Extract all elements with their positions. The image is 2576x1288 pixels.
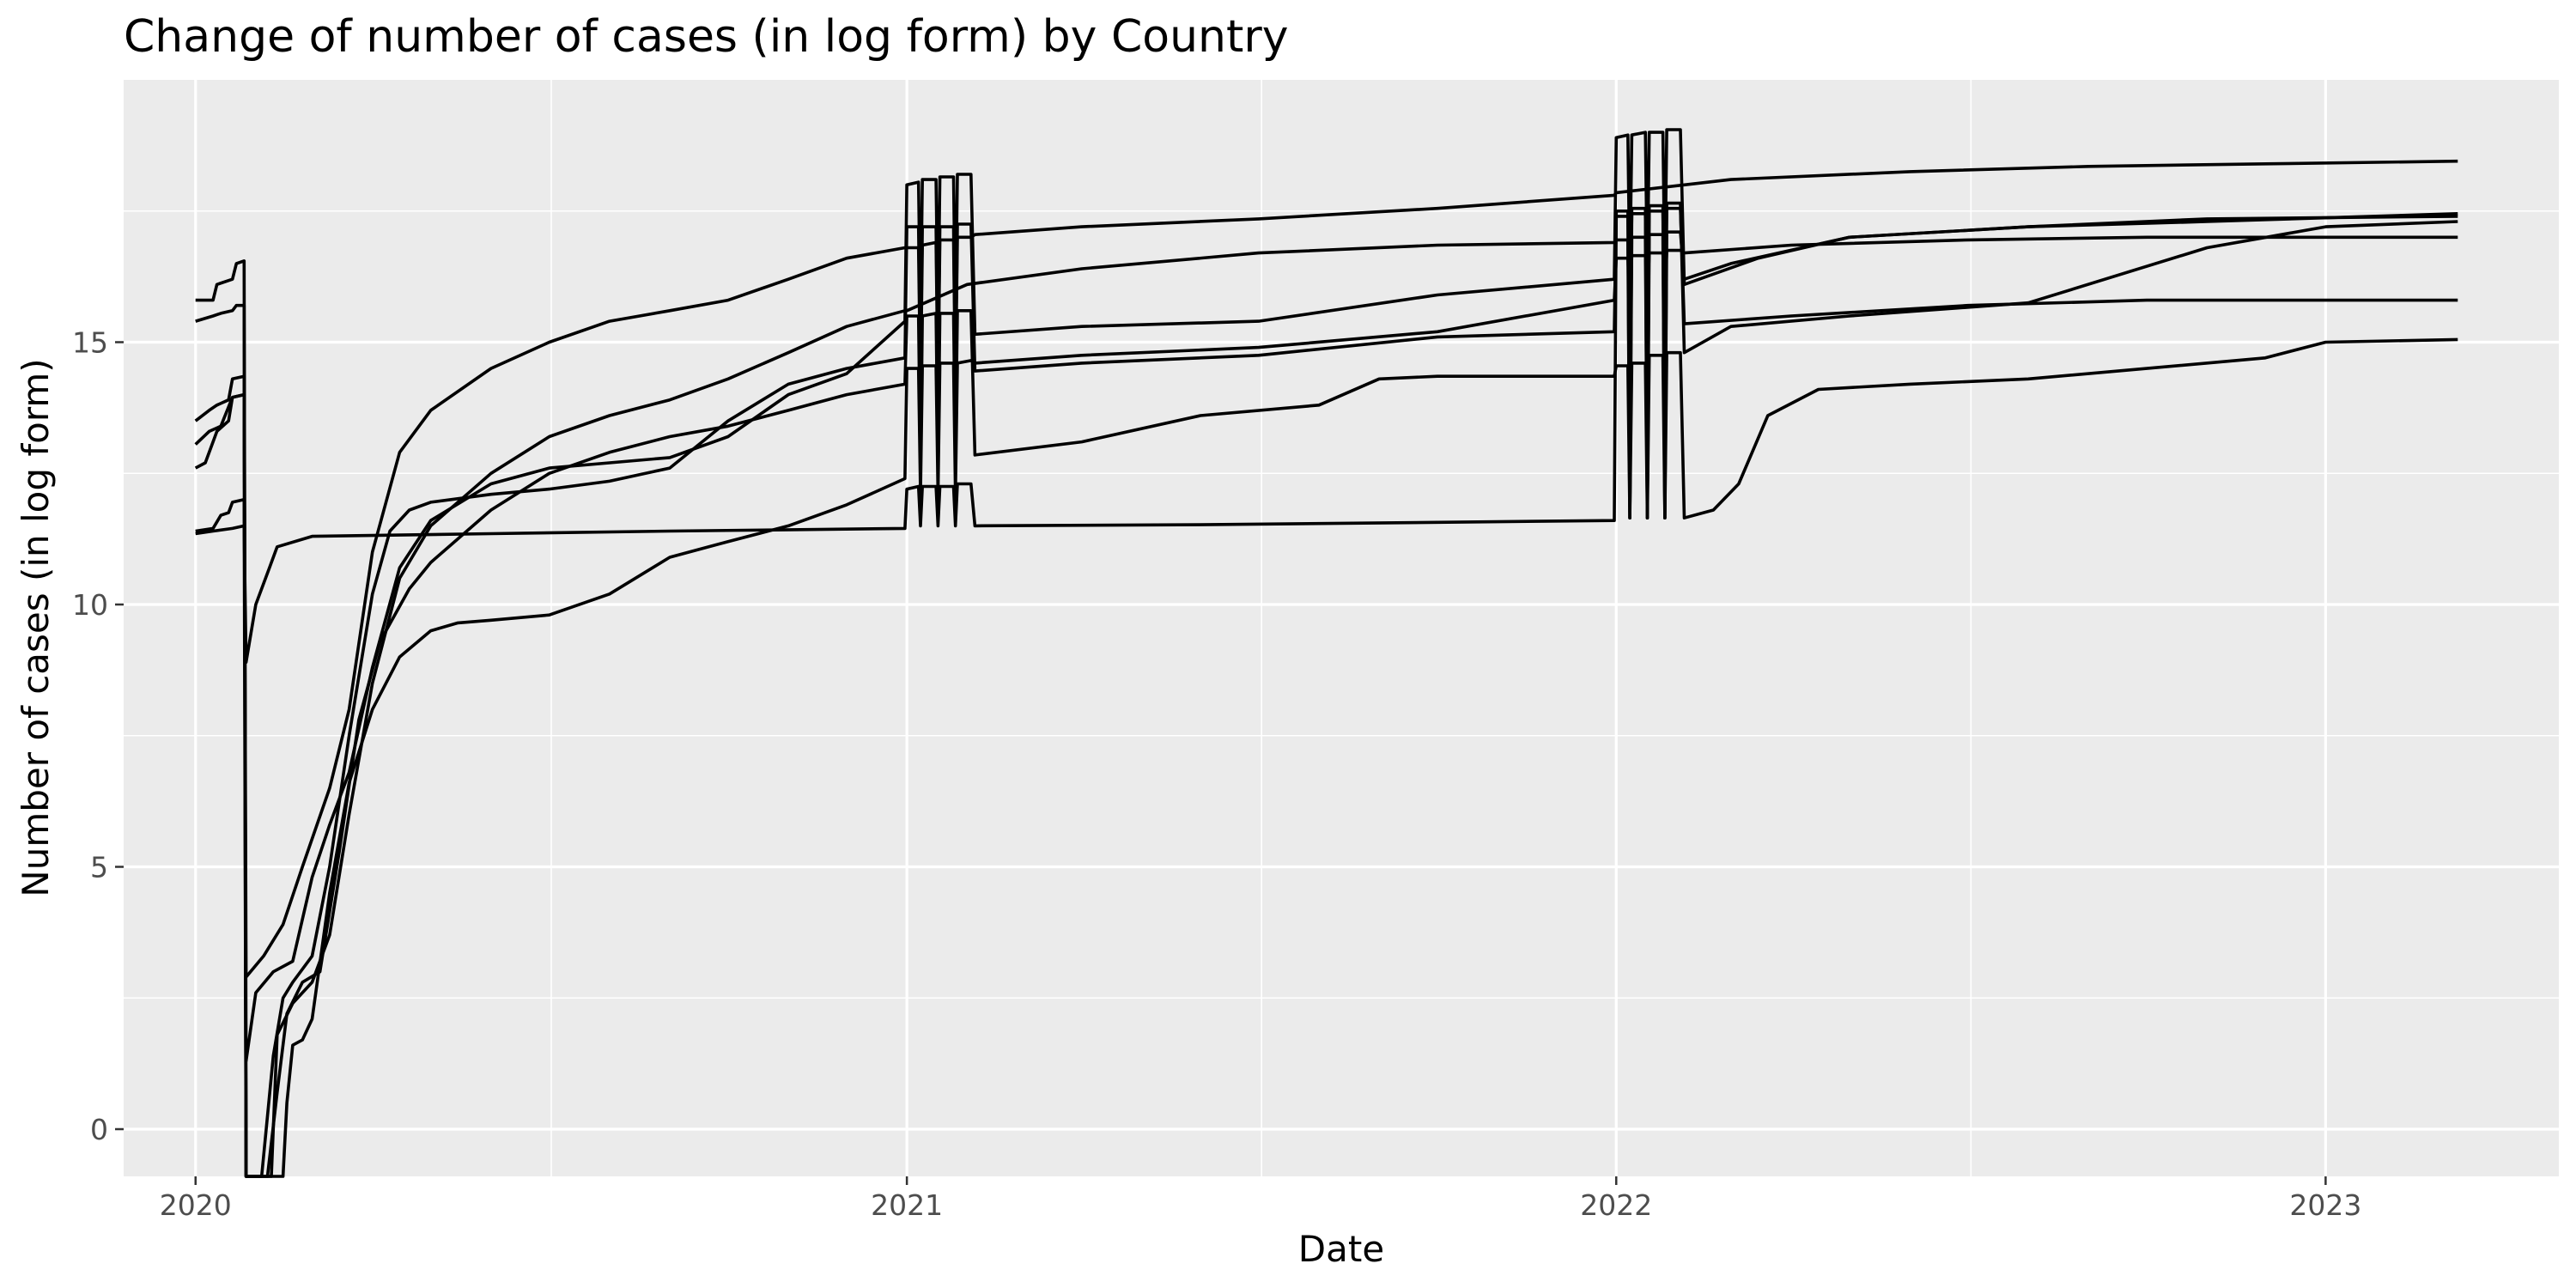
y-tick-label: 10 — [72, 588, 108, 622]
x-axis-title: Date — [1298, 1228, 1384, 1270]
major-gridlines — [124, 80, 2559, 1176]
x-tick-label: 2022 — [1580, 1188, 1652, 1222]
series-line — [195, 201, 2458, 664]
y-tick-label: 0 — [90, 1113, 108, 1146]
x-axis: 2020 2021 2022 2023 — [160, 1176, 2361, 1222]
y-axis: 0 5 10 15 — [72, 326, 124, 1146]
x-tick-label: 2023 — [2289, 1188, 2361, 1222]
x-tick-label: 2020 — [160, 1188, 232, 1222]
series-line — [194, 159, 2458, 979]
x-tick-label: 2021 — [871, 1188, 943, 1222]
series-line — [194, 128, 2458, 1063]
series-lines — [194, 128, 2458, 1178]
y-axis-title: Number of cases (in log form) — [15, 358, 57, 896]
chart-title: Change of number of cases (in log form) … — [124, 11, 1289, 63]
plot-panel — [124, 80, 2559, 1176]
y-tick-label: 15 — [72, 326, 108, 360]
y-tick-label: 5 — [90, 851, 108, 884]
